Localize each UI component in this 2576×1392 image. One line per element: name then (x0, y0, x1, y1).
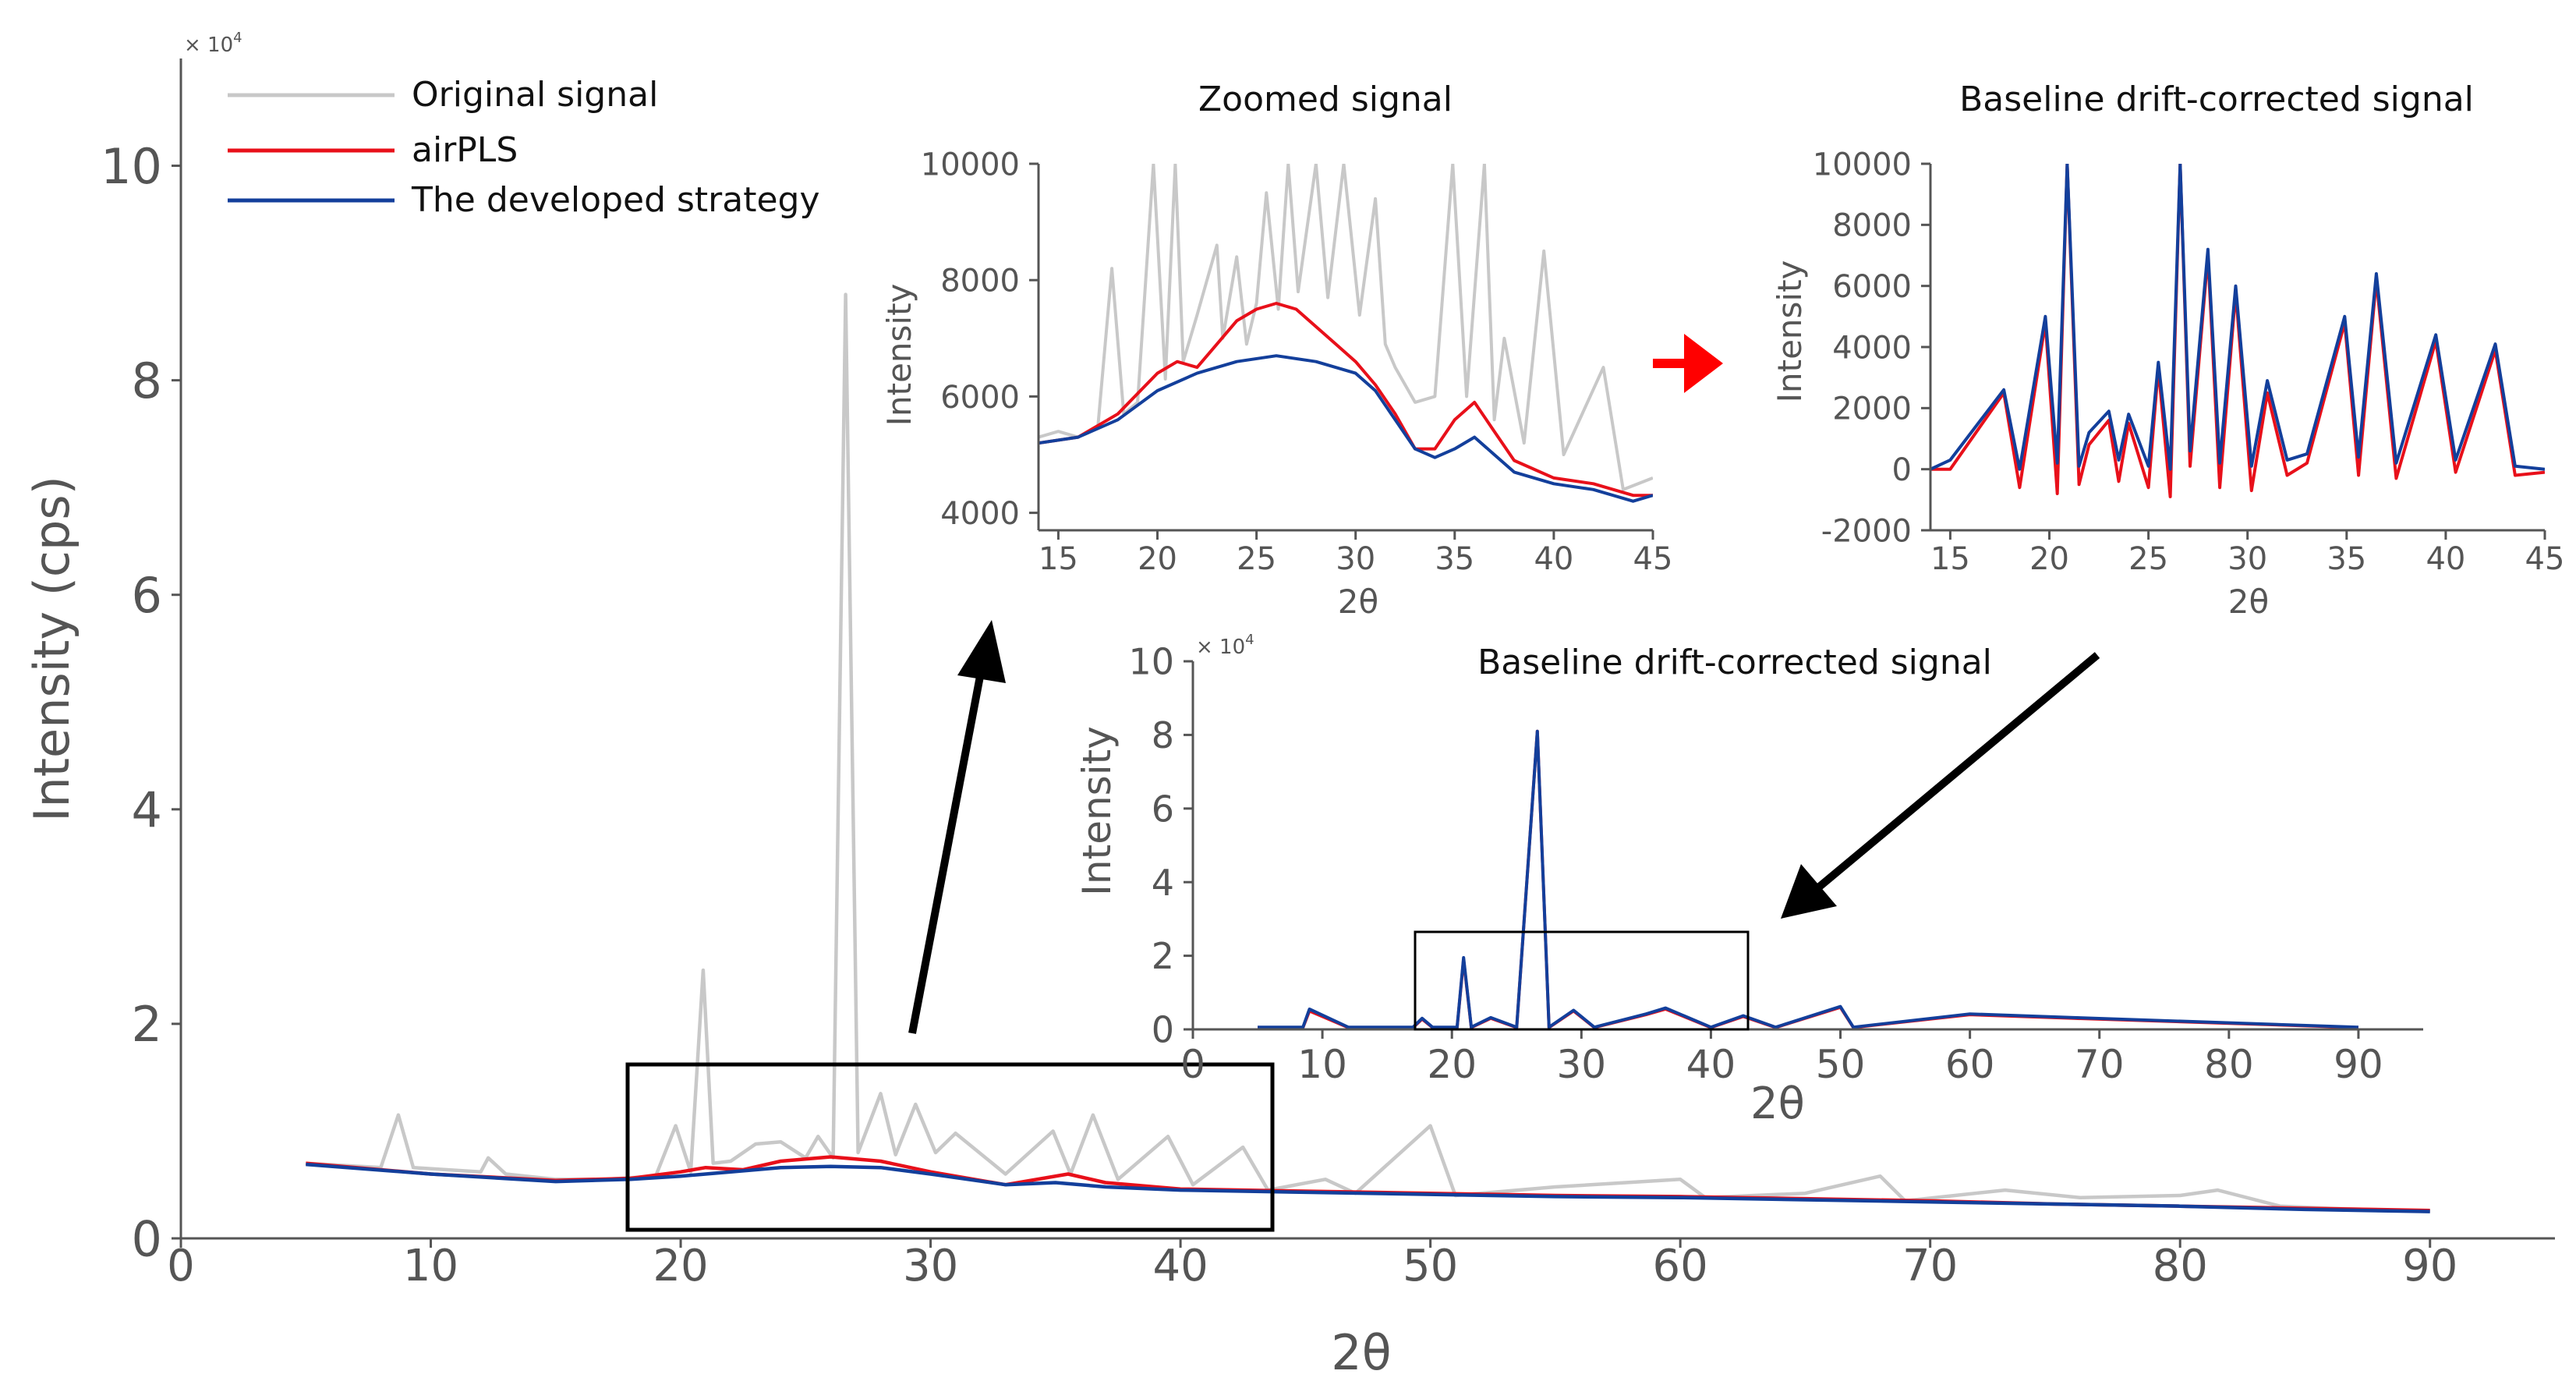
corrected_full-xtick-label: 20 (1427, 1042, 1477, 1087)
corrected_full-xtick-label: 10 (1297, 1042, 1347, 1087)
corrected_full-ytick-label: 8 (1152, 714, 1174, 756)
arrow-diagonal-head (1781, 864, 1837, 919)
zoom-ytick-label: 10000 (921, 147, 1020, 182)
corrected_zoom-xtick-label: 20 (2029, 541, 2069, 577)
corrected-full-zoom-box (1414, 930, 1750, 1031)
main-ytick-label: 10 (101, 138, 162, 195)
main-zoom-box (625, 1062, 1275, 1232)
main-ytick-label: 4 (132, 781, 162, 838)
main-xtick-label: 0 (167, 1241, 195, 1291)
zoom-line-airpls (1039, 302, 1653, 498)
zoom-xtick-label: 40 (1534, 541, 1573, 577)
zoom-xtick-label: 45 (1633, 541, 1673, 577)
main-xtick-label: 90 (2402, 1241, 2457, 1291)
corrected_zoom-ytick-label: 8000 (1832, 208, 1912, 244)
arrow-up-shaft (908, 671, 985, 1034)
main-xtick-label: 10 (403, 1241, 458, 1291)
corrected_full-xtick-label: 30 (1557, 1042, 1607, 1087)
corrected_zoom-xtick-label: 25 (2128, 541, 2168, 577)
corrected_full-xtick-label: 50 (1816, 1042, 1866, 1087)
main-ytick-label: 6 (132, 567, 162, 624)
corrected-zoom-series (1930, 164, 2545, 498)
zoom-xtick-label: 35 (1435, 541, 1474, 577)
main-xtick-label: 40 (1152, 1241, 1208, 1291)
zoom-xtick-label: 15 (1039, 541, 1078, 577)
arrows (908, 334, 2100, 1034)
corrected-full-ticks: 0 10 20 30 40 50 60 70 80 90 0 2 4 6 8 10 (1128, 641, 2383, 1087)
zoom-ylabel: Intensity (880, 284, 918, 427)
corrected_full-xtick-label: 70 (2075, 1042, 2125, 1087)
corrected_full-xtick-label: 0 (1180, 1042, 1205, 1087)
corrected_zoom-xtick-label: 15 (1930, 541, 1970, 577)
corrected_full-xtick-label: 80 (2204, 1042, 2254, 1087)
main-ytick-label: 8 (132, 352, 162, 409)
legend-label-developed: The developed strategy (411, 180, 820, 220)
corrected-full-title: Baseline drift-corrected signal (1477, 643, 1992, 682)
corrected_full-ytick-label: 0 (1152, 1009, 1174, 1051)
corrected_zoom-ytick-label: 6000 (1832, 269, 1912, 305)
corrected_zoom-xtick-label: 45 (2525, 541, 2565, 577)
zoom-series (1039, 164, 1653, 503)
main-xlabel: 2θ (1331, 1324, 1391, 1381)
main-xtick-label: 70 (1902, 1241, 1958, 1291)
corrected_zoom-xtick-label: 40 (2426, 541, 2465, 577)
main-xtick-label: 80 (2153, 1241, 2208, 1291)
zoom-chart: Zoomed signal 15 20 25 30 35 40 45 4000 6000 8000… (880, 80, 1672, 621)
corrected_full-xtick-label: 60 (1945, 1042, 1995, 1087)
corrected-zoom-xlabel: 2θ (2228, 583, 2269, 621)
red-arrow-head (1684, 334, 1723, 393)
corrected-zoom-ylabel: Intensity (1771, 260, 1809, 403)
legend-label-airpls: airPLS (412, 130, 518, 170)
zoom-xtick-label: 20 (1138, 541, 1177, 577)
arrow-diagonal-shaft (1813, 652, 2100, 892)
main-ytick-label: 2 (132, 996, 162, 1053)
corrected-full-chart: Baseline drift-corrected signal 0 10 20 30 4… (1074, 632, 2423, 1129)
corrected_zoom-ytick-label: -2000 (1821, 513, 1912, 549)
main-xtick-label: 30 (903, 1241, 958, 1291)
main-xtick-label: 20 (653, 1241, 708, 1291)
corrected-full-xlabel: 2θ (1750, 1079, 1805, 1129)
corrected_zoom-ytick-label: 0 (1892, 452, 1912, 488)
main-xtick-label: 60 (1653, 1241, 1708, 1291)
main-y-scale: × 104 (184, 30, 242, 57)
zoom-ticks: 15 20 25 30 35 40 45 4000 6000 8000 10000 (921, 147, 1673, 577)
corrected-zoom-ticks: 15 20 25 30 35 40 45 -2000 0 2000 4000 6000 8000 1000… (1813, 147, 2565, 577)
corrected-full-ylabel: Intensity (1074, 726, 1120, 896)
zoom-title: Zoomed signal (1198, 80, 1453, 119)
corrected_full-xtick-label: 90 (2334, 1042, 2383, 1087)
corrected-zoom-title: Baseline drift-corrected signal (1959, 80, 2474, 119)
zoom-xlabel: 2θ (1338, 583, 1378, 621)
corrected_full-xtick-label: 40 (1686, 1042, 1736, 1087)
corrected_zoom-ytick-label: 2000 (1832, 391, 1912, 427)
corrected_full-ytick-label: 2 (1152, 935, 1174, 977)
arrow-up-head (957, 620, 1006, 683)
zoom-xtick-label: 25 (1237, 541, 1276, 577)
corrected_full-ytick-label: 6 (1152, 788, 1174, 830)
zoom-ytick-label: 4000 (940, 496, 1020, 532)
zoom-line-original-signal (1039, 164, 1653, 491)
corrected_full-ytick-label: 10 (1128, 641, 1174, 683)
zoom-ytick-label: 6000 (940, 380, 1020, 416)
corrected-zoom-chart: Baseline drift-corrected signal 15 20 25 30… (1771, 80, 2564, 621)
corrected_full-ytick-label: 4 (1152, 862, 1174, 904)
corrected_zoom-ytick-label: 10000 (1813, 147, 1912, 182)
main-ytick-label: 0 (132, 1210, 162, 1267)
main-xtick-label: 50 (1403, 1241, 1458, 1291)
corrected-full-y-scale: × 104 (1196, 632, 1254, 659)
legend: Original signal airPLS The developed str… (228, 75, 820, 220)
main-series (306, 292, 2430, 1213)
legend-label-original: Original signal (412, 75, 658, 115)
corrected_zoom-ytick-label: 4000 (1832, 330, 1912, 366)
main-ylabel: Intensity (cps) (23, 476, 80, 822)
zoom-ytick-label: 8000 (940, 264, 1020, 299)
corrected_zoom-xtick-label: 30 (2227, 541, 2267, 577)
zoom-line-the-developed-strategy (1039, 354, 1653, 503)
main-line-the-developed-strategy (306, 1162, 2430, 1213)
corrected_zoom-xtick-label: 35 (2327, 541, 2366, 577)
zoom-xtick-label: 30 (1336, 541, 1375, 577)
corrected_zoom-line-the-developed-strategy (1930, 164, 2545, 471)
